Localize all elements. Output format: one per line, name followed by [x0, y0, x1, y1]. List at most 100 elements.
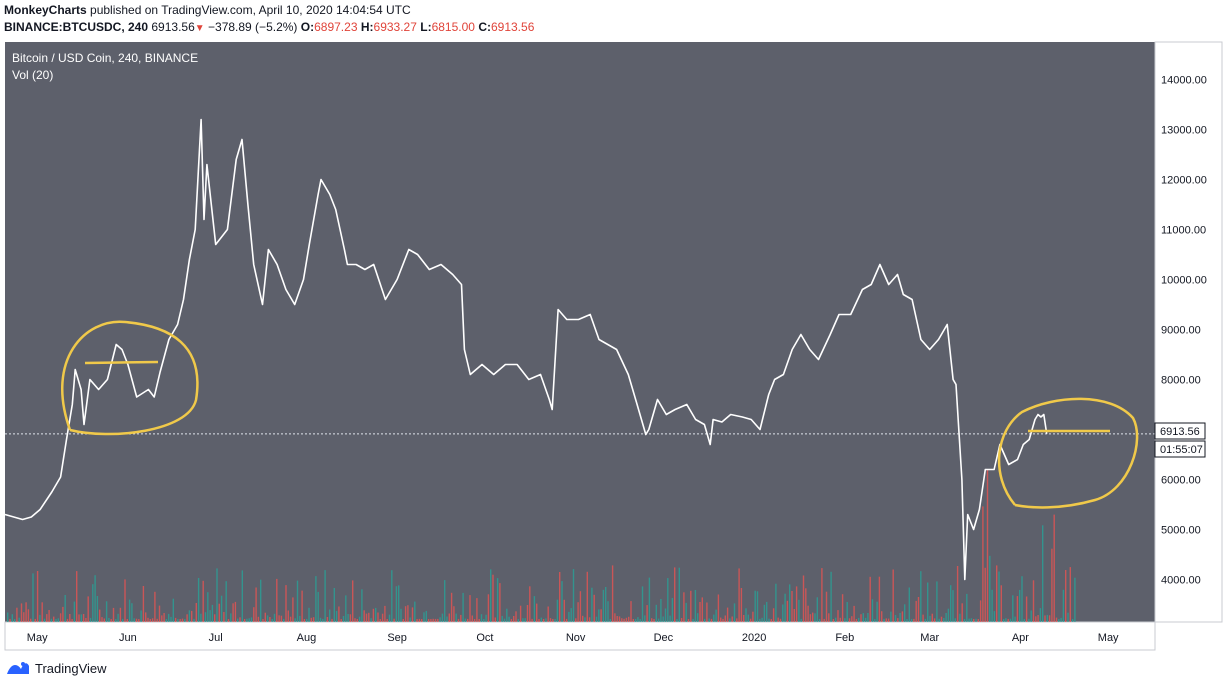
volume-bar: [701, 597, 703, 622]
volume-bar: [595, 616, 598, 622]
volume-bar: [218, 603, 220, 622]
volume-bar: [885, 618, 887, 622]
volume-bar: [890, 611, 892, 622]
volume-bar: [823, 618, 825, 622]
volume-bar: [467, 618, 469, 622]
volume-bar: [57, 618, 59, 622]
volume-bar: [16, 607, 18, 622]
volume-bar: [46, 614, 48, 622]
volume-bar: [32, 573, 34, 622]
volume-bar: [66, 618, 69, 622]
volume-bar: [593, 594, 595, 622]
volume-bar: [917, 597, 920, 622]
volume-bar: [510, 619, 513, 622]
volume-bar: [96, 596, 99, 622]
volume-bar: [131, 603, 133, 622]
price-chart[interactable]: Bitcoin / USD Coin, 240, BINANCE Vol (20…: [0, 40, 1224, 654]
x-tick-label: Dec: [654, 632, 674, 644]
volume-bar: [122, 618, 124, 622]
volume-bar: [227, 619, 230, 622]
volume-bar: [975, 618, 977, 622]
volume-bar: [133, 618, 135, 622]
y-tick-label: 14000.00: [1161, 75, 1207, 87]
volume-bar: [883, 618, 885, 622]
volume-bar: [253, 607, 255, 622]
volume-bar: [779, 618, 782, 622]
volume-bar: [637, 617, 639, 622]
volume-bar: [308, 607, 310, 622]
volume-bar: [53, 616, 55, 622]
price-axis[interactable]: [1154, 41, 1223, 623]
volume-bar: [409, 617, 411, 622]
volume-bar: [515, 611, 517, 622]
volume-bar: [798, 599, 800, 622]
volume-bar: [149, 619, 151, 622]
volume-bar: [655, 604, 657, 622]
volume-bar: [195, 603, 197, 622]
volume-bar: [614, 613, 616, 622]
volume-bar: [915, 600, 917, 622]
volume-bar: [973, 619, 975, 622]
volume-bar: [27, 609, 30, 622]
volume-bar: [241, 570, 243, 622]
down-triangle-icon: ▼: [194, 23, 205, 34]
author-name[interactable]: MonkeyCharts: [4, 3, 87, 17]
volume-bar: [250, 617, 253, 622]
volume-bar: [1039, 608, 1042, 622]
volume-bar: [384, 605, 386, 622]
volume-bar: [607, 601, 609, 622]
volume-bar: [545, 618, 547, 622]
volume-bar: [692, 618, 694, 622]
volume-bar: [1032, 580, 1035, 622]
volume-bar: [115, 619, 117, 622]
volume-bar: [487, 594, 490, 622]
tradingview-brand[interactable]: TradingView: [35, 660, 107, 676]
volume-bar: [984, 567, 986, 622]
countdown-timer: 01:55:07: [1160, 444, 1203, 456]
volume-bar: [699, 602, 701, 622]
volume-bar: [354, 618, 356, 622]
volume-bar: [43, 618, 46, 622]
volume-bar: [1012, 595, 1014, 622]
volume-bar: [628, 616, 630, 622]
volume-bar: [768, 618, 770, 622]
volume-bar: [821, 568, 823, 622]
footer: TradingView: [6, 660, 107, 676]
volume-bar: [639, 619, 641, 622]
volume-bar: [786, 600, 789, 622]
volume-bar: [338, 606, 340, 622]
open-label: O:: [300, 20, 315, 34]
volume-bar: [434, 618, 437, 622]
volume-bar: [559, 572, 561, 622]
volume-bar: [540, 617, 542, 622]
volume-bar: [814, 613, 816, 622]
volume-bar: [1025, 596, 1028, 622]
volume-bar: [1053, 514, 1055, 622]
volume-bar: [257, 616, 260, 622]
volume-bar: [462, 592, 464, 622]
volume-bar: [156, 618, 158, 622]
volume-bar: [112, 607, 115, 622]
volume-bar: [76, 571, 78, 622]
volume-bar: [480, 614, 483, 622]
tradingview-logo-icon[interactable]: [6, 660, 30, 676]
volume-bar: [191, 610, 193, 622]
volume-bar: [959, 613, 961, 622]
volume-bar: [851, 616, 853, 622]
volume-bar: [485, 614, 487, 622]
volume-bar: [729, 618, 731, 622]
volume-bar: [936, 581, 938, 622]
low-value: 6815.00: [431, 20, 475, 34]
volume-bar: [1035, 616, 1037, 622]
volume-bar: [862, 613, 864, 622]
volume-bar: [897, 618, 899, 622]
volume-bar: [69, 614, 71, 622]
volume-bar: [713, 614, 715, 622]
volume-bar: [278, 615, 280, 622]
volume-bar: [469, 595, 471, 622]
volume-bar: [770, 619, 772, 622]
volume-bar: [101, 617, 103, 622]
volume-bar: [400, 608, 402, 622]
volume-bar: [147, 617, 149, 622]
volume-bar: [271, 619, 273, 622]
